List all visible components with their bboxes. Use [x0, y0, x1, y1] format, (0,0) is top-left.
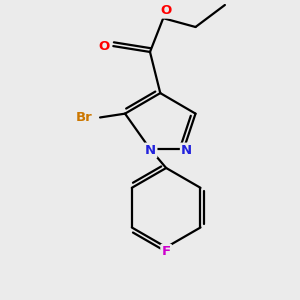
Text: O: O	[160, 4, 172, 17]
Text: O: O	[98, 40, 110, 52]
Text: N: N	[145, 144, 156, 157]
Text: F: F	[162, 245, 171, 258]
Text: Br: Br	[76, 111, 92, 124]
Text: N: N	[181, 144, 192, 157]
